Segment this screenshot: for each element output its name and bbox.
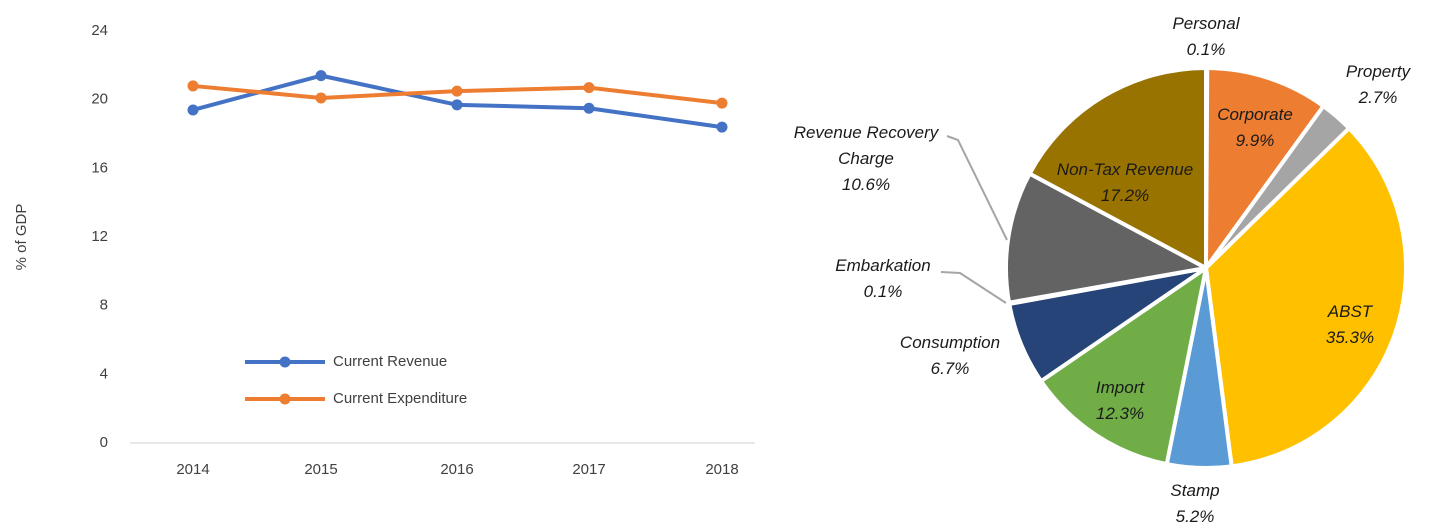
slice-label: ABST 35.3%: [1326, 299, 1374, 351]
y-tick-label: 8: [100, 297, 108, 314]
slice-label: Revenue Recovery Charge 10.6%: [781, 120, 951, 198]
y-tick-label: 12: [91, 228, 108, 245]
y-axis-title: % of GDP: [13, 204, 30, 271]
slice-name: Consumption: [899, 333, 1001, 352]
pie-slice: [1039, 266, 1208, 467]
slice-name: Personal: [1172, 14, 1240, 33]
slice-label: Corporate 9.9%: [1217, 102, 1293, 154]
data-point: [451, 99, 463, 111]
data-point: [716, 121, 728, 133]
slice-value: 17.2%: [1100, 186, 1150, 205]
x-tick-label: 2016: [440, 461, 473, 478]
legend-label: Current Expenditure: [333, 390, 467, 407]
data-point: [451, 85, 463, 97]
slice-label: Consumption 6.7%: [900, 330, 1000, 382]
slice-name: Revenue Recovery Charge: [793, 123, 939, 168]
pie-slice: [1204, 66, 1326, 270]
x-tick-label: 2015: [304, 461, 337, 478]
pie-slice: [1004, 171, 1208, 305]
slice-label: Embarkation 0.1%: [835, 253, 930, 305]
pie-slice: [1027, 66, 1208, 270]
slice-name: Property: [1345, 62, 1411, 81]
slice-value: 0.1%: [863, 282, 903, 301]
slice-value: 0.1%: [1186, 40, 1226, 59]
slice-label: Stamp 5.2%: [1170, 478, 1219, 527]
leader-line: [940, 271, 1007, 304]
slice-value: 9.9%: [1235, 131, 1275, 150]
data-point: [315, 92, 327, 104]
x-tick-label: 2017: [572, 461, 605, 478]
slice-value: 6.7%: [930, 359, 970, 378]
y-tick-label: 0: [100, 434, 108, 451]
data-point: [187, 80, 199, 92]
pie-slice: [1204, 126, 1408, 469]
slice-name: Stamp: [1170, 481, 1220, 500]
slice-name: Non-Tax Revenue: [1056, 160, 1194, 179]
slice-label: Non-Tax Revenue 17.2%: [1057, 157, 1193, 209]
slice-name: Corporate: [1217, 105, 1293, 124]
slice-label: Personal 0.1%: [1172, 11, 1239, 63]
legend-label: Current Revenue: [333, 353, 447, 370]
y-tick-label: 4: [100, 365, 108, 382]
leader-line: [946, 135, 1008, 241]
slice-name: ABST: [1327, 302, 1373, 321]
slice-name: Import: [1095, 378, 1145, 397]
y-tick-label: 24: [91, 22, 108, 39]
data-point: [583, 82, 595, 94]
slice-value: 2.7%: [1358, 88, 1398, 107]
data-point: [315, 70, 327, 82]
data-point: [187, 104, 199, 116]
slice-value: 5.2%: [1175, 507, 1215, 526]
slice-label: Import 12.3%: [1096, 375, 1144, 427]
slice-value: 35.3%: [1325, 328, 1375, 347]
y-tick-label: 16: [91, 159, 108, 176]
slice-value: 12.3%: [1095, 404, 1145, 423]
data-point: [583, 102, 595, 114]
data-point: [716, 97, 728, 109]
slice-name: Embarkation: [835, 256, 931, 275]
legend-marker: [279, 393, 291, 405]
slice-value: 10.6%: [841, 175, 891, 194]
x-tick-label: 2018: [705, 461, 738, 478]
legend-marker: [279, 356, 291, 368]
slice-label: Property 2.7%: [1346, 59, 1410, 111]
x-tick-label: 2014: [176, 461, 209, 478]
y-tick-label: 20: [91, 91, 108, 108]
